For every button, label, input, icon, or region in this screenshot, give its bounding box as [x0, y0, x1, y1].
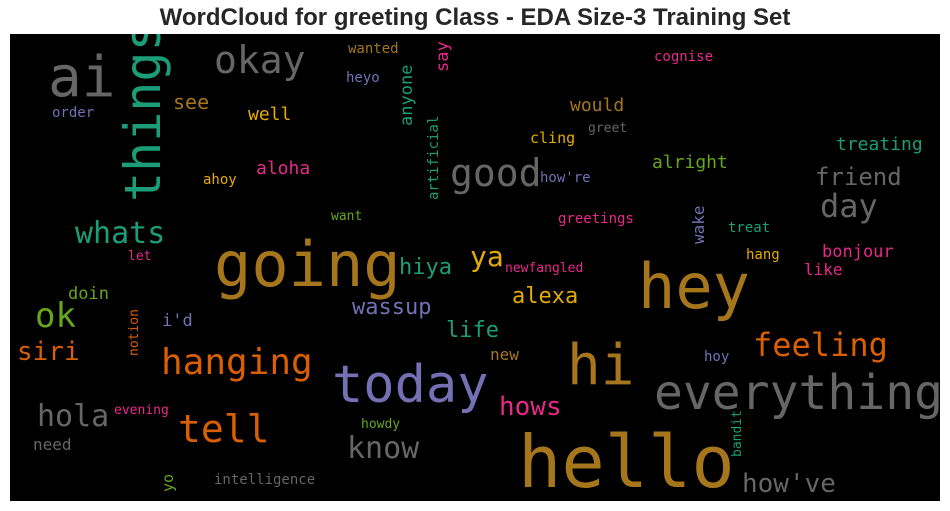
word-wake: wake: [689, 205, 708, 244]
word-let: let: [128, 249, 151, 264]
word-siri: siri: [17, 337, 80, 367]
word-good: good: [450, 151, 542, 195]
word-whats: whats: [75, 216, 165, 251]
word-hiya: hiya: [399, 255, 452, 280]
word-ahoy: ahoy: [203, 172, 237, 188]
word-cling: cling: [530, 129, 575, 147]
word-treating: treating: [836, 134, 923, 155]
word-bonjour: bonjour: [822, 242, 894, 262]
word-wanted: wanted: [348, 41, 399, 57]
word-life: life: [446, 318, 499, 343]
word-things: things: [114, 34, 172, 202]
word-need: need: [33, 435, 72, 454]
word-tell: tell: [178, 407, 270, 451]
word-i-d: i'd: [162, 311, 193, 331]
word-cognise: cognise: [654, 49, 713, 65]
word-friend: friend: [815, 163, 902, 191]
word-how-ve: how've: [742, 469, 836, 499]
word-day: day: [820, 187, 878, 225]
word-treat: treat: [728, 220, 770, 236]
word-greetings: greetings: [558, 211, 634, 227]
word-going: going: [214, 228, 401, 301]
word-hows: hows: [499, 392, 562, 422]
word-hang: hang: [746, 247, 780, 263]
word-wassup: wassup: [352, 295, 431, 320]
chart-title: WordCloud for greeting Class - EDA Size-…: [159, 4, 791, 31]
word-okay: okay: [214, 38, 306, 82]
word-evening: evening: [114, 403, 169, 418]
word-feeling: feeling: [753, 326, 888, 364]
word-aloha: aloha: [256, 158, 310, 179]
word-notion: notion: [127, 309, 142, 356]
word-hola: hola: [37, 399, 109, 434]
word-newfangled: newfangled: [505, 261, 583, 276]
word-alexa: alexa: [512, 284, 578, 309]
word-anyone: anyone: [397, 65, 417, 126]
word-hi: hi: [567, 333, 634, 398]
word-ai: ai: [48, 45, 115, 110]
word-say: say: [433, 41, 453, 72]
word-alright: alright: [652, 152, 728, 173]
word-hoy: hoy: [704, 349, 729, 365]
word-everything: everything: [654, 365, 940, 421]
word-ok: ok: [35, 296, 76, 336]
word-howdy: howdy: [361, 417, 400, 432]
word-would: would: [570, 95, 624, 116]
word-hey: hey: [638, 250, 750, 323]
word-want: want: [331, 209, 362, 224]
word-how-re: how're: [540, 170, 591, 186]
word-intelligence: intelligence: [214, 472, 315, 488]
word-today: today: [332, 355, 489, 415]
word-well: well: [248, 104, 291, 125]
word-like: like: [804, 260, 843, 279]
wordcloud-canvas: hello going hey today hi everything things ai go…: [10, 34, 940, 501]
word-hello: hello: [518, 420, 735, 501]
word-yo: yo: [159, 474, 177, 492]
word-know: know: [347, 431, 420, 466]
word-greet: greet: [588, 121, 627, 136]
word-order: order: [52, 105, 94, 121]
word-hanging: hanging: [161, 342, 313, 383]
word-bandit: bandit: [730, 410, 745, 457]
word-ya: ya: [470, 240, 504, 273]
word-new: new: [490, 345, 519, 364]
word-see: see: [173, 90, 209, 114]
word-heyo: heyo: [346, 70, 380, 86]
word-artificial: artificial: [426, 116, 442, 200]
word-doin: doin: [68, 284, 109, 304]
